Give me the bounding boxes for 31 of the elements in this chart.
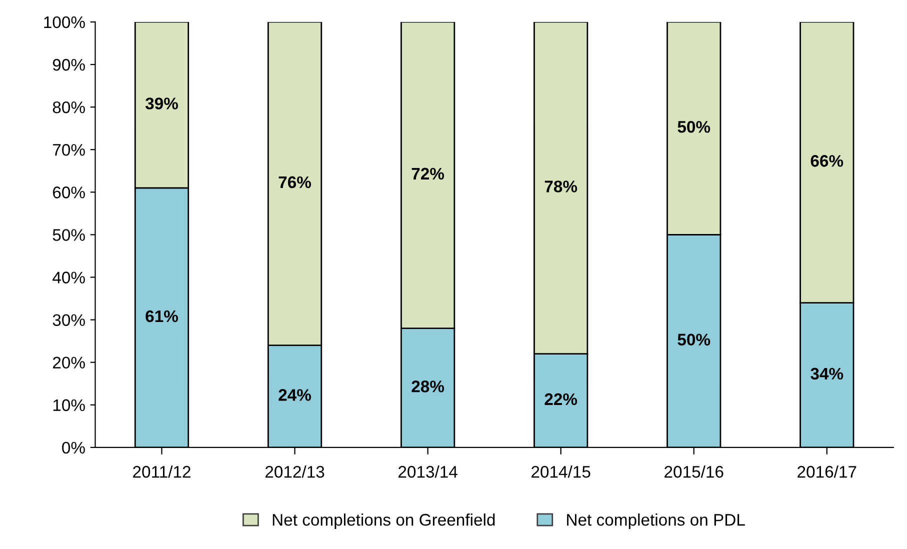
data-label: 61%: [146, 310, 178, 322]
data-label: 76%: [278, 176, 312, 188]
data-label: 22%: [544, 393, 578, 406]
data-label: 50%: [678, 334, 710, 346]
legend-label: Net completions on Greenfield: [272, 513, 495, 530]
y-tick-label: 10%: [53, 399, 85, 412]
y-tick-label: 0%: [62, 442, 85, 454]
data-label: 50%: [678, 121, 710, 133]
data-label: 24%: [278, 389, 312, 401]
y-tick-label: 100%: [44, 16, 85, 28]
y-tick-label: 50%: [52, 229, 85, 241]
x-tick-label: 2012/13: [265, 465, 324, 478]
y-tick-label: 80%: [52, 101, 85, 114]
data-label: 78%: [544, 180, 578, 192]
x-tick-label: 2015/16: [664, 465, 724, 478]
x-tick-label: 2013/14: [398, 465, 458, 478]
data-label: 34%: [810, 368, 844, 380]
x-tick-label: 2016/17: [798, 465, 856, 478]
y-tick-label: 70%: [53, 144, 85, 156]
data-label: 72%: [412, 168, 444, 180]
data-label: 66%: [810, 155, 844, 167]
x-tick-label: 2011/12: [133, 465, 190, 478]
data-label: 28%: [412, 380, 444, 392]
y-tick-label: 90%: [52, 58, 85, 71]
y-tick-label: 20%: [52, 356, 85, 369]
data-label: 39%: [145, 98, 178, 110]
y-tick-label: 60%: [53, 186, 85, 198]
y-tick-label: 40%: [52, 272, 85, 284]
x-tick-label: 2014/15: [532, 465, 590, 478]
legend-label: Net completions on PDL: [567, 513, 745, 530]
y-tick-label: 30%: [52, 314, 85, 326]
